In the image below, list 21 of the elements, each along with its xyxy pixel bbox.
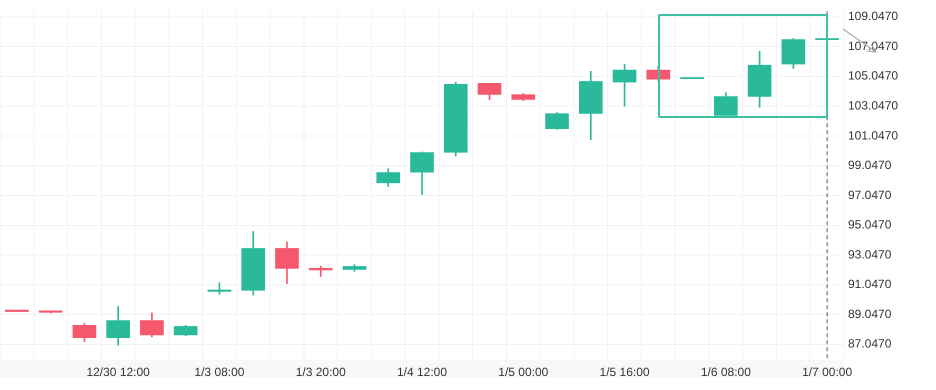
x-tick-label: 12/30 12:00 [86,365,150,380]
y-tick-label: 107.0470 [848,38,898,53]
y-tick-label: 93.0470 [848,247,892,262]
x-tick-label: 1/6 08:00 [700,365,752,380]
y-tick-label: 109.0470 [848,9,898,24]
x-tick-label: 1/3 20:00 [296,365,346,380]
y-tick-label: 89.0470 [848,306,892,321]
y-tick-label: 95.0470 [848,218,892,232]
x-tick-label: 1/5 16:00 [600,365,650,380]
y-tick-label: 105.0470 [848,68,898,83]
y-tick-label: 99.0470 [848,158,892,172]
y-tick-label: 91.0470 [848,277,892,292]
y-tick-label: 101.0470 [848,128,898,142]
x-tick-label: 1/3 08:00 [194,365,245,380]
x-tick-label: 1/4 12:00 [396,365,448,380]
y-tick-label: 97.0470 [848,188,892,202]
y-tick-label: 103.0470 [848,98,898,113]
candlestick [208,282,232,294]
y-tick-label: 87.0470 [848,336,892,351]
x-tick-label: 1/7 00:00 [802,365,852,380]
x-tick-label: 1/5 00:00 [498,365,549,380]
